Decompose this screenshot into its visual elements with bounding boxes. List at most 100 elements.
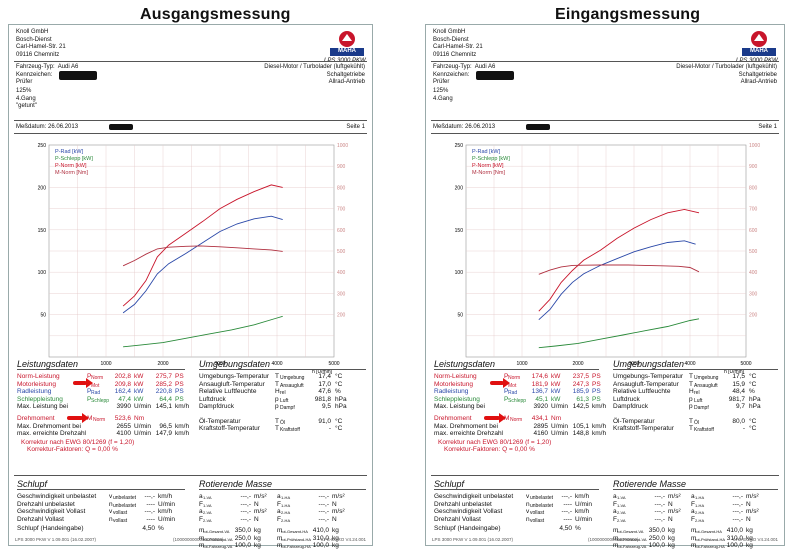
date-redaction	[109, 124, 133, 130]
legend-entry: P-Norm [kW]	[55, 163, 87, 169]
umgebung-label: Kraftstoff-Temperatur	[199, 425, 260, 432]
x-tick-label: 3000	[214, 361, 225, 367]
masse-symbol-b: m	[691, 542, 697, 549]
leistung-label: Radleistung	[434, 388, 469, 395]
leistung-unit-2: PS	[175, 380, 184, 388]
umgebung-symbol: H	[689, 388, 694, 395]
masse-symbol-a: a	[613, 508, 617, 515]
leistung-unit-2: PS	[592, 373, 601, 380]
drehmoment-value-2: 147,9	[155, 430, 172, 437]
drehmoment-label: Max. Drehmoment bei	[17, 422, 81, 430]
x-axis-unit: n [U/min]	[724, 369, 745, 375]
masse-value-b: 410,0	[312, 527, 329, 534]
drehmoment-value-2: 148,8	[572, 430, 589, 437]
masse-value-b: 310,0	[726, 534, 743, 542]
masse-value-b: ---,-	[318, 493, 329, 500]
x-tick-label: 5000	[740, 361, 751, 367]
series-line-0	[538, 240, 696, 321]
y-right-tick-label: 800	[749, 185, 758, 191]
masse-value-a: ---,-	[654, 508, 665, 515]
x-tick-label: 2000	[572, 361, 583, 367]
schlupf-value: ----	[146, 515, 155, 523]
umgebung-symbol-sub: Kraftstoff	[280, 427, 300, 433]
masse-unit-a: kg	[668, 527, 675, 534]
leistung-symbol-sub: Norm	[508, 375, 521, 381]
schlupf-unit: U/min	[158, 515, 175, 523]
masse-symbol-a: m	[199, 527, 205, 534]
masse-symbol-a: F	[199, 515, 203, 523]
korrektur-tail: = 1,20)	[112, 439, 135, 446]
masse-value-a: ---,-	[654, 515, 665, 523]
gearbox-type: Schaltgetriebe	[326, 71, 365, 78]
umgebung-symbol: T	[689, 417, 693, 425]
masse-sub-a: rot-Prüfstand-VA	[617, 536, 647, 542]
series-line-3	[538, 264, 700, 275]
note-line: 4.Gang	[433, 95, 453, 102]
umgebung-symbol-sub: Luft	[694, 397, 703, 404]
masse-unit-a: kg	[668, 542, 675, 549]
y-right-tick-label: 200	[749, 313, 758, 319]
date-rule-bottom	[431, 133, 779, 134]
masse-symbol-b: m	[691, 527, 697, 534]
vehicle-type-label: Fahrzeug-Typ:	[433, 64, 472, 70]
y-right-tick-label: 900	[749, 164, 758, 170]
annotation-arrow	[484, 413, 506, 423]
masse-value-a: ---,-	[654, 493, 665, 500]
masse-symbol-b: a	[277, 493, 281, 500]
masse-symbol-a: F	[199, 500, 203, 508]
vehicle-block: Fahrzeug-Typ: Audi A6 Kennzeichen: Prüfer	[16, 64, 78, 87]
umgebung-symbol-sub: Öl	[694, 419, 699, 426]
umgebungsdaten-heading: Umgebungsdaten	[613, 359, 778, 370]
footer-version: LPS 3000 PKW V 1.09.001 (16.02.2007)	[15, 537, 97, 542]
x-tick-label: 4000	[684, 361, 695, 367]
leistung-unit-1: kW	[134, 395, 144, 403]
date-rule-top	[14, 120, 367, 121]
plate-label: Kennzeichen:	[433, 71, 470, 78]
vehicle-type-value: Audi A6	[474, 64, 496, 70]
leistung-unit-1: kW	[551, 373, 561, 380]
umgebung-unit: °C	[749, 380, 757, 388]
umgebung-symbol: p	[275, 395, 279, 403]
drehmoment-label: Drehmoment	[17, 415, 55, 422]
umgebung-value: 17,4	[318, 373, 331, 380]
legend-entry: P-Rad [kW]	[472, 149, 501, 155]
schlupf-symbol: n	[109, 515, 113, 523]
schlupf-symbol: v	[526, 508, 530, 515]
faktoren-tail: = 0,00 %	[90, 446, 118, 453]
umgebung-label: Umgebungs-Temperatur	[613, 373, 684, 380]
umgebung-label: Relative Luftfeuchte	[613, 388, 671, 395]
umgebung-symbol-sub: Kraftstoff	[694, 427, 714, 433]
drehmoment-unit-2: km/h	[175, 422, 190, 430]
power-chart: 1000 2000 3000 4000 5000 50 100 150 200 250 200 300…	[455, 143, 761, 375]
notes-block: 125% 4.Gang	[433, 88, 453, 103]
schlupf-label: Drehzahl Vollast	[434, 515, 481, 523]
y-right-tick-label: 300	[337, 291, 346, 297]
umgebung-unit: hPa	[749, 403, 761, 410]
leistung-unit-1: kW	[551, 388, 561, 395]
umgebung-symbol: T	[275, 380, 279, 388]
masse-value-a: ---,-	[240, 493, 251, 500]
schlupf-symbol-sub: vollast	[113, 517, 128, 524]
leistung-value-2: 237,5	[572, 373, 589, 380]
masse-symbol-b: m	[277, 527, 283, 534]
plate-redaction	[59, 71, 97, 80]
vehicle-type-value: Audi A6	[57, 64, 79, 70]
leistung-value-2: 285,2	[155, 380, 172, 388]
masse-symbol-a: a	[199, 493, 203, 500]
schlupf-symbol: v	[109, 508, 113, 515]
rotierende-masse-heading: Rotierende Masse	[199, 479, 366, 490]
schlupf-value: ----	[563, 500, 572, 508]
page-number: Seite 1	[758, 124, 777, 130]
leistung-unit-1: kW	[134, 380, 144, 388]
masse-value-a: ---,-	[654, 500, 665, 508]
leistung-unit-1: kW	[551, 395, 561, 403]
umgebung-unit: °C	[335, 425, 343, 432]
masse-symbol-b: a	[277, 508, 281, 515]
schlupf-value: ---,-	[144, 508, 155, 515]
leistung-symbol: P	[504, 388, 509, 395]
drive-type: Allrad-Antrieb	[740, 79, 777, 85]
masse-unit-b: m/s²	[746, 493, 759, 500]
masse-symbol-b: F	[691, 500, 695, 508]
annotation-arrow	[490, 378, 510, 388]
y-left-tick-label: 250	[38, 143, 47, 149]
